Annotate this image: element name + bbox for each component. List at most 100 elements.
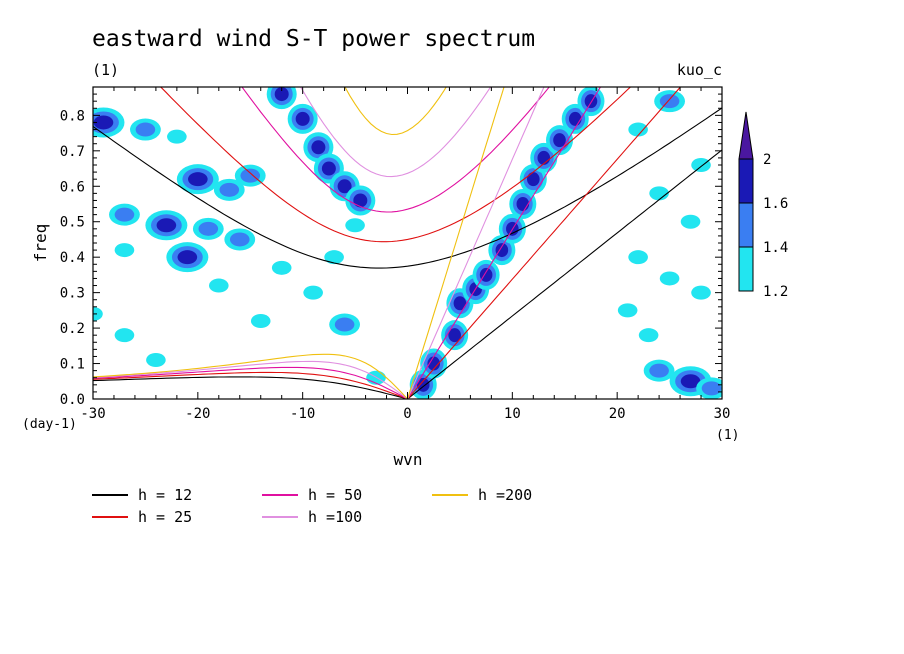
spectral-blob-level-2: [156, 218, 177, 233]
rossby-band-blob-level-2: [337, 179, 352, 194]
spectral-blob-level-2: [93, 115, 114, 130]
kelvin-band-blob-level-2: [495, 243, 509, 258]
colorbar-label: 1.2: [763, 284, 788, 300]
kelvin-band-blob-level-2: [516, 197, 530, 211]
spectral-blob-level-0: [250, 314, 271, 328]
spectral-blob-level-0: [628, 122, 648, 137]
kelvin-curve-h50: [407, 87, 602, 399]
gravity-curve-h12: [93, 107, 722, 269]
spectral-blob-level-1: [334, 317, 355, 332]
y-tick-label: 0.3: [60, 286, 85, 302]
spectral-blob-level-0: [649, 186, 669, 201]
legend-label: h = 25: [138, 508, 192, 526]
spectral-blob-level-0: [146, 353, 166, 367]
x-unit-label: (1): [716, 428, 739, 443]
kelvin-band-blob-level-2: [427, 356, 441, 371]
spectral-blob-level-0: [345, 218, 365, 233]
kelvin-band-blob-level-2: [527, 172, 540, 187]
kelvin-band-blob-level-2: [479, 267, 493, 282]
spectral-blob-level-0: [628, 250, 648, 265]
spectral-blob-level-2: [177, 250, 198, 265]
chart-title: eastward wind S-T power spectrum: [92, 26, 535, 52]
spectral-blob-level-1: [649, 363, 669, 378]
rossby-band-blob-level-2: [295, 111, 310, 126]
y-tick-label: 0.2: [60, 321, 85, 337]
spectral-blob-level-1: [114, 207, 135, 222]
legend-label: h = 50: [308, 486, 362, 504]
rossby-curve-h100: [93, 360, 408, 399]
plot-area: [93, 87, 722, 399]
rossby-curve-h50: [93, 366, 408, 399]
x-axis-label: wvn: [394, 450, 423, 469]
spectral-blob-level-0: [271, 260, 292, 275]
colorbar-label: 1.4: [763, 240, 788, 256]
y-unit-label: (day-1): [22, 417, 77, 432]
spectral-blob-level-0: [617, 303, 638, 318]
spectral-blob-level-0: [167, 129, 187, 144]
spectral-blob-level-1: [701, 381, 722, 396]
colorbar-label: 2: [763, 152, 771, 168]
x-tick-label: 30: [714, 406, 731, 422]
rossby-curve-h200: [93, 353, 408, 399]
spectral-blob-level-0: [680, 214, 701, 229]
chart-subtitle: (1): [92, 61, 119, 79]
colorbar-label: 1.6: [763, 196, 788, 212]
spectral-blob-level-0: [324, 250, 344, 265]
kelvin-curve-h100: [406, 87, 545, 399]
rossby-curve-h12: [93, 376, 408, 399]
y-tick-label: 0.1: [60, 357, 85, 373]
kelvin-curve-h200: [406, 87, 505, 399]
y-tick-label: 0.0: [60, 392, 85, 408]
rossby-band-blob-level-2: [321, 161, 336, 176]
colorbar-segment: [738, 202, 754, 248]
spectral-blob-level-2: [188, 172, 208, 187]
chart-right-label: kuo_c: [677, 61, 722, 79]
spectral-blob-level-0: [659, 271, 680, 286]
gravity-curve-h50: [241, 87, 550, 213]
y-tick-label: 0.8: [60, 108, 85, 124]
rossby-band-blob-level-2: [311, 140, 326, 155]
x-tick-label: 20: [609, 406, 626, 422]
y-axis: 0.0 0.1 0.2 0.3 0.4 0.5 0.6 0.7 0.8: [60, 86, 722, 408]
gravity-curve-h25: [159, 87, 632, 243]
y-axis-label: freq: [31, 224, 50, 263]
rossby-band-blob-level-2: [353, 193, 368, 208]
colorbar-segment: [738, 158, 754, 204]
spectral-blob-level-1: [659, 94, 680, 109]
y-tick-label: 0.4: [60, 250, 85, 266]
spectral-blob-level-1: [219, 182, 240, 197]
gravity-curve-h100: [300, 87, 492, 178]
spectral-blob-level-1: [198, 221, 219, 236]
spectral-blob-level-0: [114, 243, 135, 258]
y-tick-label: 0.6: [60, 179, 85, 195]
spectral-blob-level-0: [691, 285, 711, 300]
x-tick-label: -30: [80, 406, 105, 422]
kelvin-band-blob-level-2: [453, 296, 467, 311]
legend-label: h =200: [478, 486, 532, 504]
spectral-blob-level-2: [680, 374, 701, 389]
colorbar: 1.2 1.4 1.6 2: [738, 111, 788, 300]
spectral-blob-level-0: [691, 158, 711, 172]
rossby-band-blob-level-2: [274, 87, 289, 102]
spectrum-contours: [93, 87, 722, 399]
rossby-curve-h25: [93, 371, 408, 399]
x-tick-label: -10: [290, 406, 315, 422]
legend-label: h = 12: [138, 486, 192, 504]
spectral-blob-level-1: [229, 232, 250, 247]
spectral-blob-level-0: [303, 285, 323, 300]
x-tick-label: 10: [504, 406, 521, 422]
y-tick-label: 0.5: [60, 215, 85, 231]
x-tick-label: 0: [403, 406, 411, 422]
spectral-blob-level-1: [135, 122, 156, 137]
x-tick-label: -20: [185, 406, 210, 422]
spectral-blob-level-0: [209, 278, 229, 293]
gravity-curve-h200: [344, 87, 447, 136]
colorbar-segment: [738, 246, 754, 292]
kelvin-curve-h12: [407, 149, 722, 399]
spectral-blob-level-1: [240, 168, 261, 183]
colorbar-arrow: [738, 111, 754, 160]
kelvin-band-blob-level-2: [568, 111, 582, 126]
kelvin-band-blob-level-2: [553, 133, 566, 148]
spectral-blob-level-0: [638, 328, 659, 343]
